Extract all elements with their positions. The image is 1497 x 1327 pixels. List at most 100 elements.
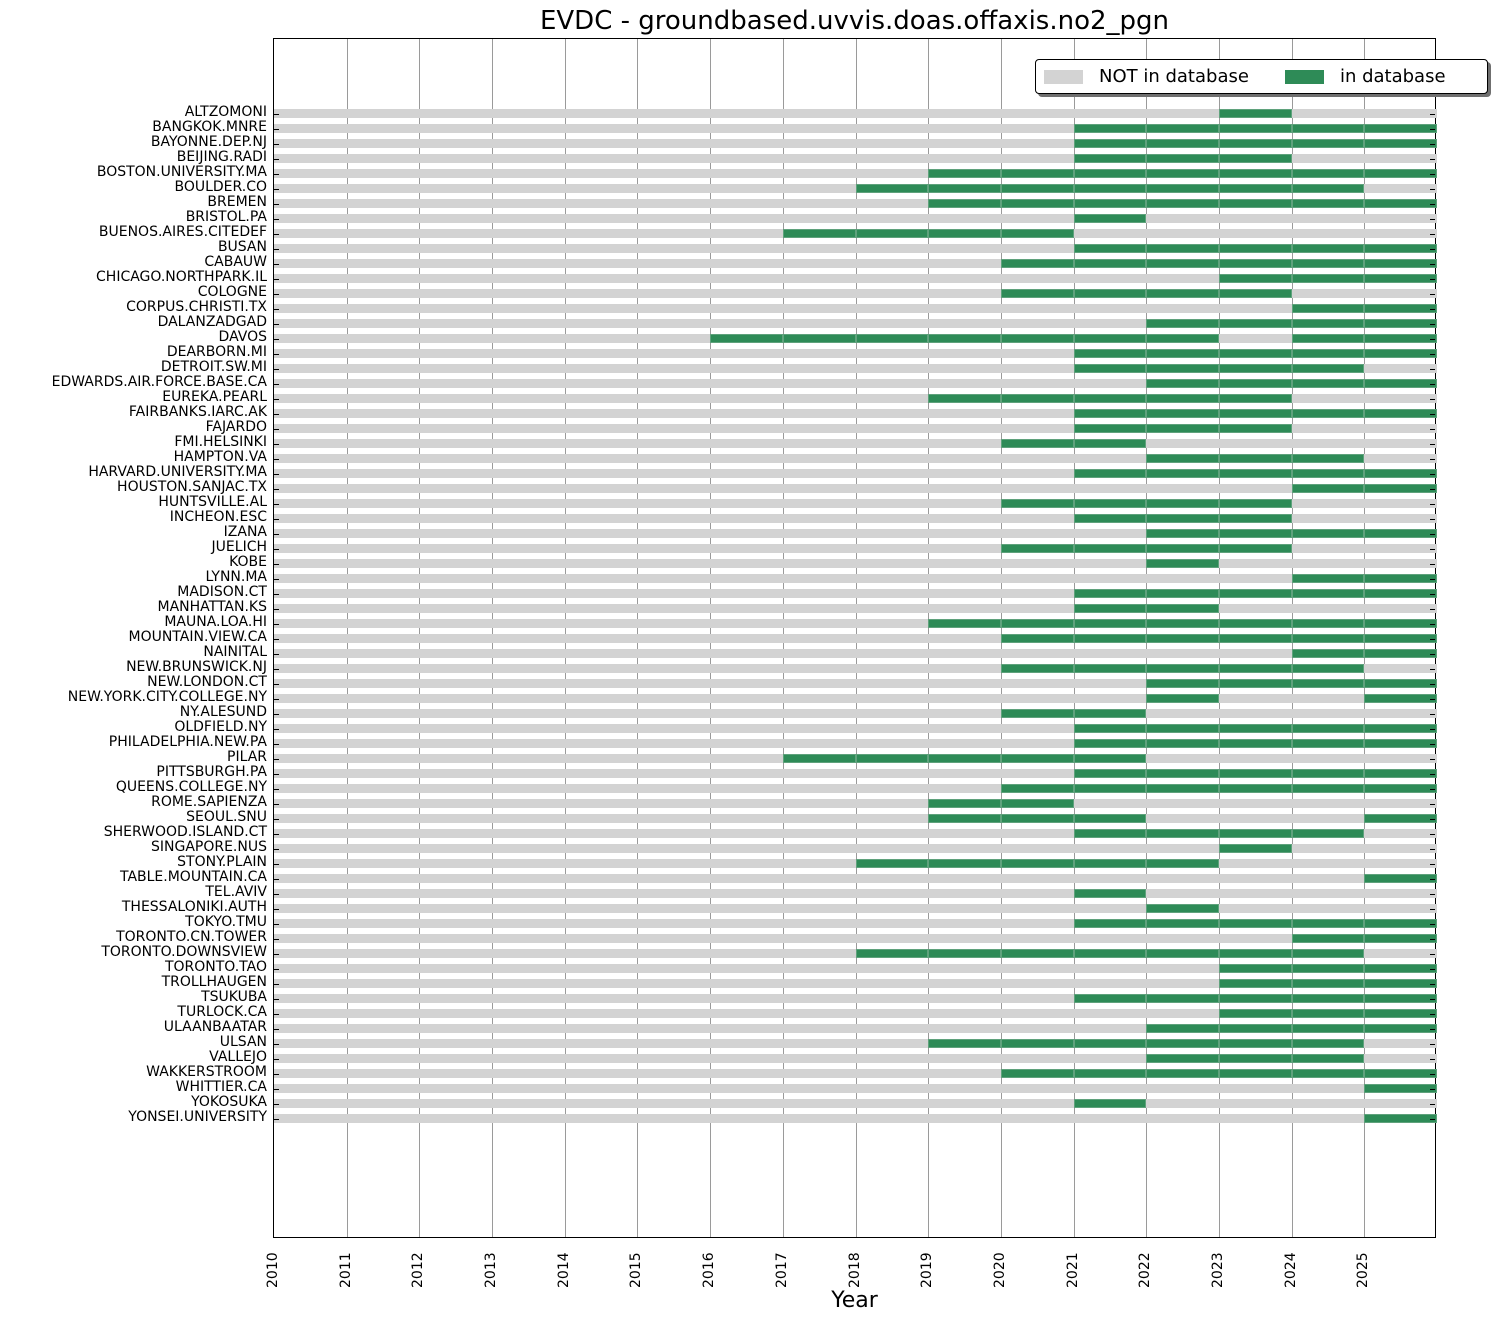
timeline-row [274,679,1437,688]
bar-not-in-database [419,709,492,718]
bar-not-in-database [419,1009,492,1018]
bar-in-database [1292,589,1364,598]
bar-not-in-database [565,424,637,433]
bar-not-in-database [492,919,565,928]
bar-not-in-database [274,769,347,778]
y-tick-right [1430,309,1435,310]
bar-in-database [1074,919,1146,928]
bar-not-in-database [274,529,347,538]
y-tick-right [1430,1029,1435,1030]
bar-in-database [1219,664,1292,673]
bar-not-in-database [565,289,637,298]
bar-not-in-database [637,439,710,448]
bar-in-database [1001,229,1074,238]
y-tick-left [274,744,279,745]
bar-not-in-database [274,994,347,1003]
bar-not-in-database [1292,559,1364,568]
bar-not-in-database [347,229,419,238]
bar-not-in-database [565,1009,637,1018]
bar-not-in-database [637,994,710,1003]
bar-not-in-database [347,439,419,448]
bar-not-in-database [783,949,856,958]
bar-not-in-database [419,829,492,838]
bar-not-in-database [1001,139,1074,148]
bar-not-in-database [419,274,492,283]
bar-in-database [1364,529,1437,538]
bar-not-in-database [783,289,856,298]
bar-not-in-database [1146,844,1219,853]
bar-in-database [1001,439,1074,448]
bar-not-in-database [783,184,856,193]
bar-not-in-database [637,709,710,718]
bar-not-in-database [710,169,783,178]
bar-not-in-database [274,694,347,703]
y-tick-left [274,489,279,490]
bar-in-database [856,229,928,238]
bar-not-in-database [347,319,419,328]
bar-not-in-database [1292,214,1364,223]
bar-not-in-database [1364,559,1437,568]
bar-in-database [1074,349,1146,358]
bar-in-database [1001,1039,1074,1048]
timeline-row [274,559,1437,568]
bar-not-in-database [637,514,710,523]
bar-not-in-database [347,454,419,463]
timeline-row [274,499,1437,508]
bar-not-in-database [637,1009,710,1018]
bar-not-in-database [710,934,783,943]
bar-not-in-database [637,1024,710,1033]
bar-not-in-database [1146,649,1219,658]
bar-not-in-database [274,814,347,823]
bar-not-in-database [419,874,492,883]
bar-in-database [1219,1039,1292,1048]
bar-not-in-database [274,544,347,553]
bar-not-in-database [419,514,492,523]
y-axis-label: TORONTO.DOWNSVIEW [101,944,267,960]
bar-not-in-database [1219,889,1292,898]
bar-not-in-database [856,619,928,628]
y-tick-right [1430,1074,1435,1075]
bar-not-in-database [928,559,1001,568]
bar-in-database [1074,364,1146,373]
bar-not-in-database [928,694,1001,703]
bar-not-in-database [710,1009,783,1018]
bar-not-in-database [565,634,637,643]
bar-not-in-database [783,394,856,403]
bar-not-in-database [928,259,1001,268]
x-tick-label: 2024 [1283,1252,1299,1288]
bar-not-in-database [783,844,856,853]
bar-not-in-database [928,904,1001,913]
x-tick-label: 2012 [410,1252,426,1288]
bar-in-database [1292,574,1364,583]
bar-in-database [1146,694,1219,703]
bar-not-in-database [565,739,637,748]
bar-not-in-database [347,889,419,898]
bar-in-database [1364,379,1437,388]
bar-not-in-database [856,694,928,703]
bar-not-in-database [637,604,710,613]
bar-in-database [1219,394,1292,403]
bar-in-database [1074,889,1146,898]
y-axis-label: ROME.SAPIENZA [151,794,267,810]
y-tick-right [1430,504,1435,505]
timeline-row [274,229,1437,238]
bar-not-in-database [710,1054,783,1063]
bar-in-database [928,184,1001,193]
bar-not-in-database [928,499,1001,508]
bar-not-in-database [710,499,783,508]
bar-not-in-database [1001,319,1074,328]
bar-in-database [928,334,1001,343]
bar-not-in-database [1146,874,1219,883]
bar-not-in-database [1074,964,1146,973]
bar-not-in-database [1146,1099,1219,1108]
bar-not-in-database [419,769,492,778]
bar-not-in-database [347,109,419,118]
bar-not-in-database [565,709,637,718]
bar-not-in-database [856,289,928,298]
y-tick-right [1430,129,1435,130]
bar-not-in-database [1292,229,1364,238]
bar-not-in-database [637,169,710,178]
bar-not-in-database [783,964,856,973]
bar-not-in-database [637,1069,710,1078]
bar-in-database [1292,139,1364,148]
